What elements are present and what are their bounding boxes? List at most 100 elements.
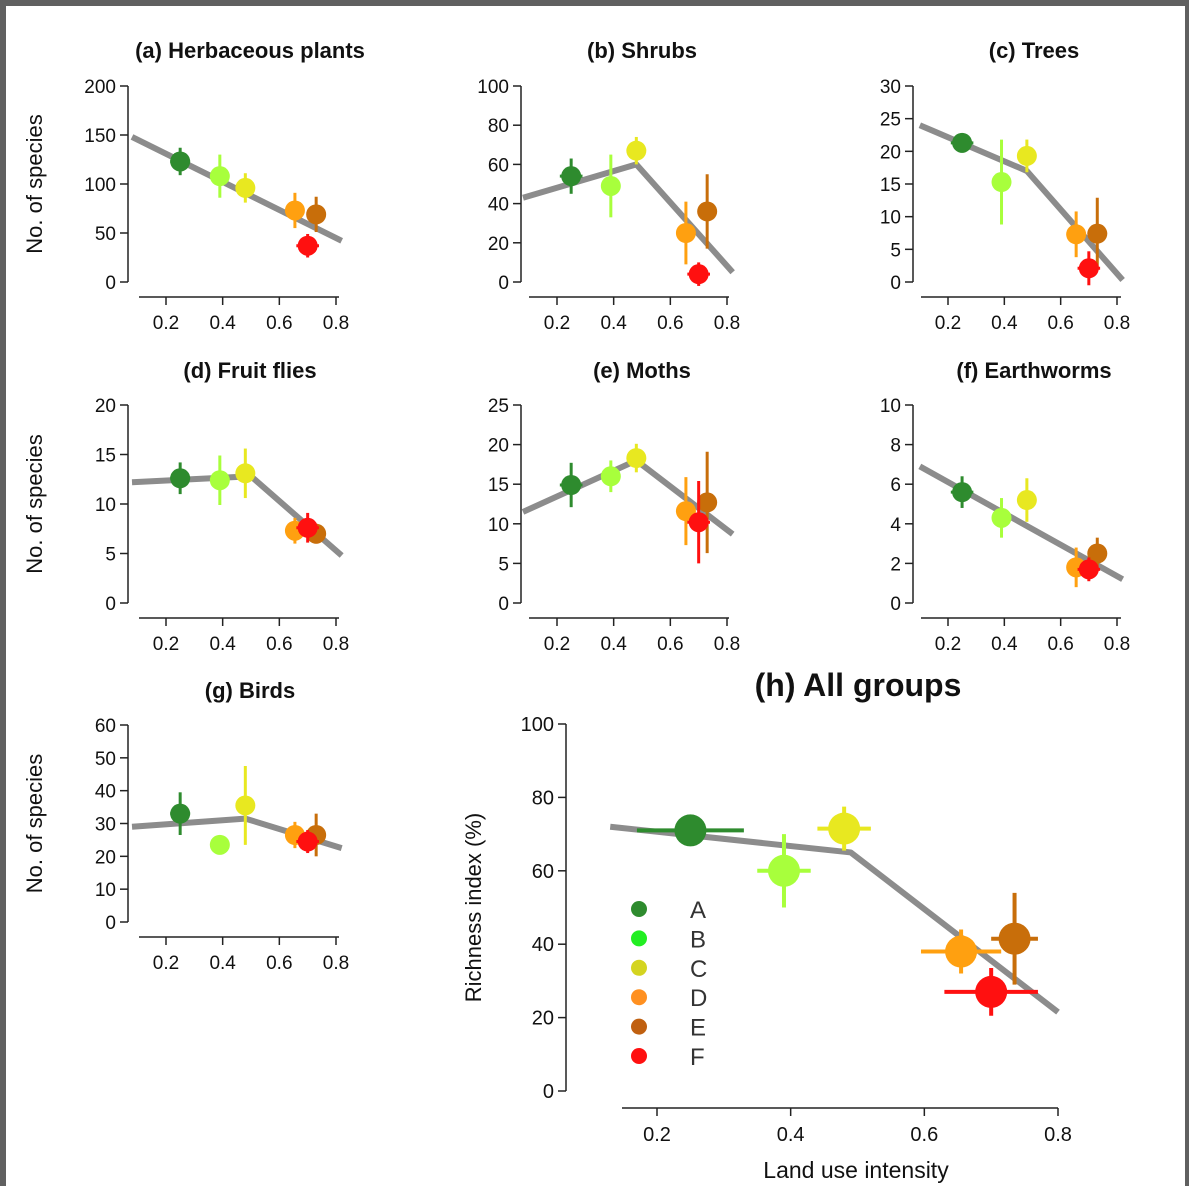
x-tick-label: 0.4 [209, 634, 236, 655]
x-tick-label: 0.8 [323, 313, 349, 334]
point-marker [561, 474, 582, 495]
y-tick-label: 10 [95, 880, 116, 901]
data-point-F [296, 830, 319, 854]
panel-title: (h) All groups [755, 667, 962, 703]
legend-label: D [690, 985, 707, 1012]
legend-marker [631, 1048, 647, 1064]
point-marker [998, 922, 1031, 955]
data-point-C [817, 806, 871, 851]
data-point-B [757, 834, 811, 908]
legend-label: F [690, 1044, 705, 1071]
panel-a: (a) Herbaceous plants 0 50 100 150 200 0.2 0.4 0… [22, 38, 365, 334]
y-tick-label: 15 [880, 175, 901, 196]
y-tick-label: 0 [890, 594, 901, 615]
y-tick-label: 60 [95, 716, 116, 737]
point-marker [1016, 490, 1037, 511]
fit-line [131, 473, 344, 558]
y-tick-label: 0 [105, 273, 116, 294]
y-tick-label: 20 [488, 436, 509, 457]
y-tick-label: 40 [488, 195, 509, 216]
x-tick-label: 0.2 [544, 313, 570, 334]
panel-c: (c) Trees 0 5 10 15 20 25 30 0.2 0.4 0.6 0.8 [880, 38, 1130, 334]
x-tick-label: 0.2 [935, 634, 961, 655]
y-tick-label: 20 [880, 142, 901, 163]
data-point-F [1077, 251, 1101, 286]
y-tick-label: 60 [488, 155, 509, 176]
point-marker [306, 204, 327, 225]
legend-label: B [690, 926, 706, 953]
x-tick-label: 0.6 [266, 634, 292, 655]
x-tick-label: 0.2 [153, 953, 179, 974]
x-tick-label: 0.8 [323, 953, 349, 974]
x-tick-label: 0.6 [1047, 313, 1073, 334]
data-point-B [209, 154, 230, 198]
point-marker [235, 177, 256, 198]
point-marker [688, 264, 709, 285]
data-point-B [991, 139, 1012, 225]
x-tick-label: 0.8 [714, 313, 740, 334]
x-tick-label: 0.2 [643, 1124, 671, 1146]
point-marker [697, 201, 718, 222]
y-tick-label: 0 [890, 273, 901, 294]
point-marker [626, 448, 647, 469]
panel-b: (b) Shrubs 0 20 40 60 80 100 0.2 0.4 0.6 0.8 [477, 38, 740, 334]
y-tick-label: 10 [880, 208, 901, 229]
data-point-C [626, 136, 647, 165]
x-tick-label: 0.8 [1104, 313, 1130, 334]
data-point-B [209, 834, 230, 855]
y-tick-label: 0 [105, 594, 116, 615]
y-tick-label: 15 [95, 446, 116, 467]
data-point-F [687, 262, 710, 286]
panel-title: (a) Herbaceous plants [135, 38, 365, 63]
y-tick-label: 6 [890, 475, 901, 496]
y-tick-label: 4 [890, 515, 901, 536]
legend-marker [631, 901, 647, 917]
point-marker [945, 935, 978, 968]
y-tick-label: 8 [890, 436, 901, 457]
y-tick-label: 5 [105, 545, 116, 566]
data-point-B [600, 154, 621, 218]
y-axis-label: No. of species [22, 114, 47, 253]
point-marker [284, 200, 305, 221]
legend-item-B: B [631, 926, 706, 953]
legend-marker [631, 930, 647, 947]
data-point-C [235, 448, 256, 499]
y-tick-label: 80 [488, 116, 509, 137]
chart-canvas: (a) Herbaceous plants 0 5 0 10 0 15 0 20 0 0.2 0.4 0… [22, 38, 1130, 1183]
data-point-F [1077, 557, 1101, 582]
data-point-E [1087, 197, 1108, 270]
point-marker [600, 175, 621, 196]
x-tick-label: 0.8 [714, 634, 740, 655]
y-tick-label: 25 [488, 396, 509, 417]
point-marker [235, 795, 256, 816]
data-point-A [950, 476, 974, 508]
x-tick-label: 0.4 [991, 313, 1018, 334]
y-tick-label: 60 [532, 861, 554, 883]
x-tick-label: 0.8 [1104, 634, 1130, 655]
data-point-D [920, 929, 1002, 974]
panel-title: (c) Trees [989, 38, 1080, 63]
y-tick-label: 20 [95, 396, 116, 417]
point-marker [767, 854, 800, 887]
legend-item-E: E [631, 1015, 706, 1042]
x-tick-label: 0.2 [153, 313, 179, 334]
data-point-C [1016, 139, 1037, 173]
y-tick-label: 0 [543, 1081, 554, 1103]
x-tick-label: 0.8 [1044, 1124, 1072, 1146]
point-marker [697, 492, 718, 513]
data-point-A [950, 132, 974, 153]
x-tick-label: 0.2 [935, 313, 961, 334]
point-marker [952, 482, 973, 503]
point-marker [600, 466, 621, 487]
x-tick-label: 0.4 [991, 634, 1018, 655]
data-point-F [296, 233, 319, 258]
legend-label: C [690, 956, 707, 983]
y-tick-label: 20 [532, 1008, 554, 1030]
y-tick-label: 0 [498, 273, 509, 294]
y-axis-label: No. of species [22, 434, 47, 573]
x-tick-label: 0.6 [657, 634, 683, 655]
data-point-A [170, 147, 191, 176]
data-point-C [235, 766, 256, 845]
legend-item-D: D [631, 985, 707, 1012]
